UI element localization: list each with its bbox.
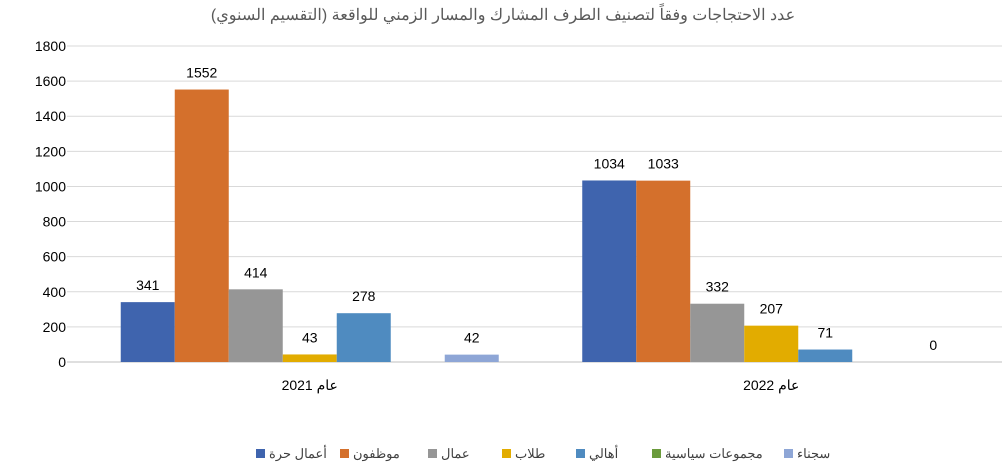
y-tick-label: 1200 (35, 143, 66, 159)
data-label: 278 (352, 288, 376, 304)
y-tick-label: 1400 (35, 108, 66, 124)
bar (444, 354, 499, 362)
bar (582, 180, 637, 362)
legend-swatch (502, 449, 511, 458)
legend-swatch (256, 449, 265, 458)
y-tick-label: 200 (43, 319, 67, 335)
bar (636, 180, 691, 362)
x-tick-label: عام 2021 (282, 377, 338, 394)
data-label: 0 (929, 337, 937, 353)
data-label: 1034 (594, 155, 625, 171)
bar (744, 325, 799, 362)
legend-label: طلاب (515, 446, 545, 461)
data-label: 1033 (648, 156, 679, 172)
legend-label: عمال (441, 446, 470, 461)
data-label: 42 (464, 330, 480, 346)
x-tick-label: عام 2022 (743, 377, 799, 394)
legend-swatch (576, 449, 585, 458)
legend-swatch (340, 449, 349, 458)
data-label: 43 (302, 329, 318, 345)
data-label: 1552 (186, 65, 217, 81)
bar (336, 313, 391, 362)
bar (690, 303, 745, 362)
bar (174, 89, 229, 362)
data-label: 332 (706, 279, 730, 295)
y-tick-label: 1000 (35, 178, 66, 194)
legend-label: موظفون (353, 446, 400, 462)
data-label: 207 (760, 301, 784, 317)
legend-label: سجناء (797, 446, 830, 461)
y-tick-label: 0 (58, 354, 66, 370)
bar (120, 302, 175, 362)
data-label: 71 (817, 325, 833, 341)
bar (228, 289, 283, 362)
legend-swatch (784, 449, 793, 458)
data-label: 414 (244, 264, 268, 280)
bar (282, 354, 337, 362)
y-tick-label: 600 (43, 249, 67, 265)
y-tick-label: 800 (43, 214, 67, 230)
y-tick-label: 1600 (35, 73, 66, 89)
y-tick-label: 1800 (35, 38, 66, 54)
legend-label: أعمال حرة (269, 445, 327, 462)
data-label: 341 (136, 277, 160, 293)
chart-title: عدد الاحتجاجات وفقاً لتصنيف الطرف المشار… (211, 2, 795, 24)
legend-label: أهالي (589, 445, 618, 461)
legend-label: مجموعات سياسية (665, 446, 763, 462)
legend-swatch (428, 449, 437, 458)
legend-swatch (652, 449, 661, 458)
bar (798, 349, 853, 362)
y-tick-label: 400 (43, 284, 67, 300)
